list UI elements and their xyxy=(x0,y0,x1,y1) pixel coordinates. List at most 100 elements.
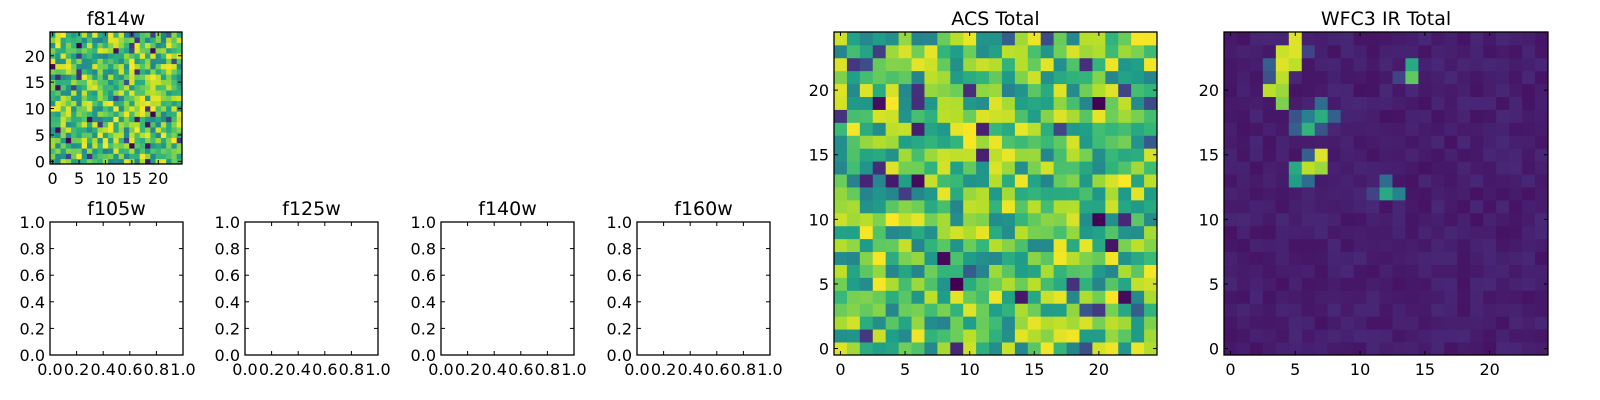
heatmap-cell xyxy=(1418,70,1432,85)
heatmap-cell xyxy=(129,42,135,49)
heatmap-cell xyxy=(898,264,912,278)
heatmap-cell xyxy=(76,79,83,86)
heatmap-cell xyxy=(113,116,120,123)
y-tick-label: 0.4 xyxy=(607,293,632,312)
heatmap-cell xyxy=(1392,109,1406,123)
heatmap-cell xyxy=(1275,83,1290,97)
heatmap-cell xyxy=(976,83,990,97)
heatmap-cell xyxy=(1366,70,1380,85)
heatmap-cell xyxy=(60,121,67,128)
heatmap-cell xyxy=(1379,44,1393,59)
heatmap-cell xyxy=(1118,303,1132,317)
heatmap-cell xyxy=(113,68,120,75)
heatmap-cell xyxy=(1014,199,1029,214)
heatmap-cell xyxy=(123,158,130,165)
heatmap-cell xyxy=(1040,96,1055,110)
heatmap-cell xyxy=(1535,277,1549,291)
heatmap-cell xyxy=(108,95,114,102)
heatmap-cell xyxy=(859,238,874,253)
heatmap-cell xyxy=(97,100,104,107)
heatmap-cell xyxy=(885,148,899,162)
heatmap-cell xyxy=(1079,44,1093,59)
heatmap-cell xyxy=(1522,212,1536,227)
heatmap-cell xyxy=(872,122,887,136)
heatmap-cell xyxy=(1496,44,1510,59)
heatmap-cell xyxy=(1418,329,1432,343)
heatmap-cell xyxy=(1379,342,1393,356)
heatmap-cell xyxy=(1340,290,1354,304)
heatmap-cell xyxy=(937,32,951,46)
heatmap-cell xyxy=(846,225,861,240)
heatmap-cell xyxy=(950,174,964,188)
heatmap-cell xyxy=(65,53,72,59)
heatmap-cell xyxy=(1418,264,1432,278)
heatmap-cell xyxy=(92,121,98,128)
heatmap-cell xyxy=(1144,122,1158,136)
heatmap-cell xyxy=(1105,303,1119,317)
heatmap-cell xyxy=(129,84,135,91)
heatmap-cell xyxy=(160,42,167,49)
heatmap-cell xyxy=(1040,70,1055,85)
heatmap-cell xyxy=(108,116,114,123)
heatmap-cell xyxy=(976,135,990,149)
heatmap-cell xyxy=(145,32,151,38)
heatmap-cell xyxy=(1027,109,1042,123)
heatmap-cell xyxy=(1105,161,1119,175)
heatmap-cell xyxy=(86,47,93,54)
heatmap-cell xyxy=(885,70,899,85)
y-tick-label: 0.2 xyxy=(411,319,436,338)
heatmap-cell xyxy=(1405,316,1419,330)
heatmap-cell xyxy=(81,127,88,133)
heatmap-cell xyxy=(150,158,156,165)
heatmap-cell xyxy=(1431,316,1445,330)
heatmap-cell xyxy=(1405,148,1419,162)
heatmap-cell xyxy=(1535,174,1549,188)
heatmap-cell xyxy=(1522,32,1536,46)
heatmap-cell xyxy=(1301,83,1316,97)
heatmap-cell xyxy=(1131,57,1145,72)
heatmap-cell xyxy=(113,79,120,86)
x-tick-label: 10 xyxy=(95,169,115,188)
heatmap-cell xyxy=(1353,264,1367,278)
y-tick-label: 0.8 xyxy=(607,240,632,259)
heatmap-cell xyxy=(1262,290,1277,304)
heatmap-cell xyxy=(1496,277,1510,291)
heatmap-cell xyxy=(150,53,156,59)
heatmap-cell xyxy=(1040,57,1055,72)
heatmap-cell xyxy=(81,132,88,138)
heatmap-cell xyxy=(1509,32,1523,46)
heatmap-cell xyxy=(97,148,104,154)
heatmap-cell xyxy=(60,58,67,65)
heatmap-cell xyxy=(1262,329,1277,343)
heatmap-cell xyxy=(1483,148,1497,162)
heatmap-cell xyxy=(1014,316,1029,330)
heatmap-cell xyxy=(1314,70,1329,85)
heatmap-cell xyxy=(1483,199,1497,214)
heatmap-cell xyxy=(1001,225,1016,240)
heatmap-cell xyxy=(1366,303,1380,317)
heatmap-cell xyxy=(1340,109,1354,123)
heatmap-cell xyxy=(1066,251,1080,265)
heatmap-cell xyxy=(1131,174,1145,188)
heatmap-cell xyxy=(1405,303,1419,317)
heatmap-cell xyxy=(859,70,874,85)
heatmap-cell xyxy=(1457,70,1471,85)
heatmap-cell xyxy=(924,187,938,201)
x-tick-label: 0.8 xyxy=(144,360,169,379)
heatmap-cell xyxy=(1288,122,1303,136)
heatmap-cell xyxy=(846,238,861,253)
heatmap-cell xyxy=(171,116,178,123)
heatmap-cell xyxy=(1092,122,1106,136)
heatmap-cell xyxy=(1262,96,1277,110)
heatmap-cell xyxy=(1014,96,1029,110)
heatmap-cell xyxy=(1457,148,1471,162)
heatmap-cell xyxy=(989,277,1003,291)
heatmap-cell xyxy=(129,37,135,43)
heatmap-cell xyxy=(1079,32,1093,46)
heatmap-cell xyxy=(1079,96,1093,110)
heatmap-cell xyxy=(1496,70,1510,85)
heatmap-cell xyxy=(1379,70,1393,85)
heatmap-cell xyxy=(81,121,88,128)
heatmap-cell xyxy=(97,137,104,144)
